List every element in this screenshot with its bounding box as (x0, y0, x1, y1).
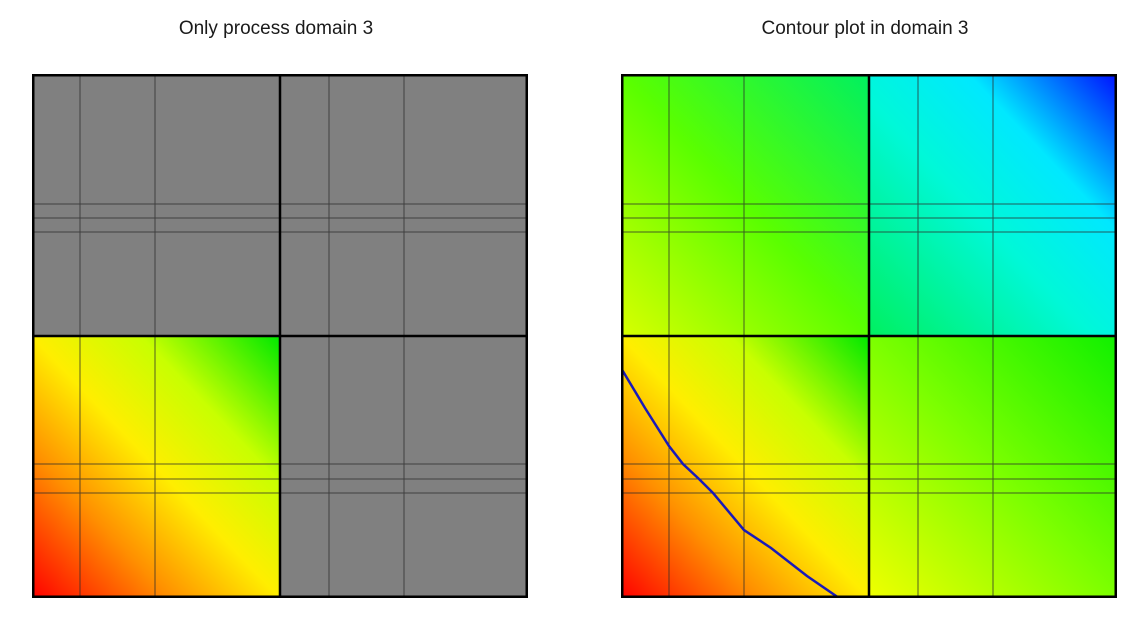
left-mesh-diagram (32, 74, 528, 598)
domain-3 (621, 336, 869, 598)
left-mesh-panel (32, 74, 528, 598)
contour-line (621, 367, 840, 598)
domain-3 (32, 336, 280, 598)
left-panel-title: Only process domain 3 (178, 18, 374, 39)
right-mesh-panel (621, 74, 1117, 598)
domain-borders (32, 74, 528, 598)
right-contour-diagram (621, 74, 1117, 598)
domain-1 (32, 74, 280, 336)
domain-1 (621, 74, 869, 336)
right-panel-title: Contour plot in domain 3 (761, 18, 969, 39)
domain-borders (621, 74, 1117, 598)
